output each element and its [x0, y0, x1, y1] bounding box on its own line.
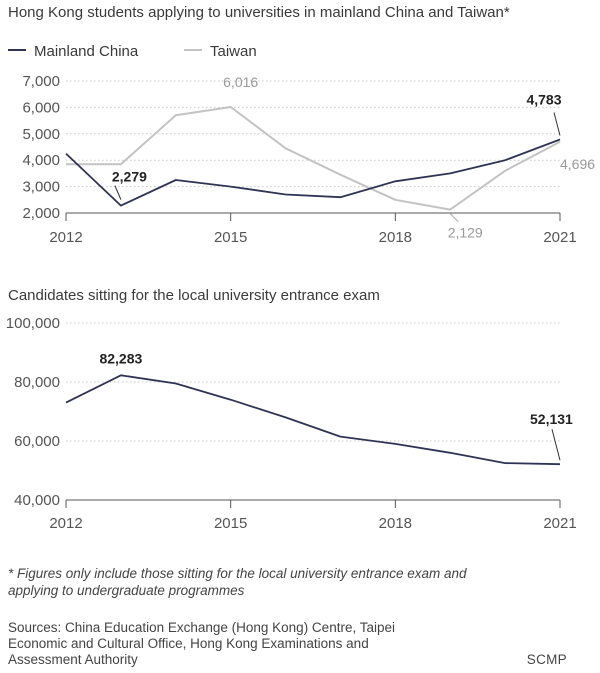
y-tick-label: 3,000 — [22, 179, 60, 196]
x-tick-label: 2015 — [214, 515, 247, 532]
annotation-leader — [553, 112, 561, 136]
chart-1-plot: 2,000 3,000 4,000 5,000 6,000 7,000 2012 2015 20… — [22, 73, 595, 246]
data-label: 82,283 — [99, 350, 142, 366]
legend-swatch-mainland — [8, 49, 26, 52]
chart-2-title: Candidates sitting for the local univers… — [8, 287, 380, 304]
annotation-leader — [449, 213, 459, 222]
y-tick-label: 5,000 — [22, 126, 60, 143]
y-tick-label: 100,000 — [6, 315, 60, 332]
data-label: 4,783 — [526, 92, 561, 108]
x-tick-label: 2012 — [49, 515, 82, 532]
y-tick-label: 60,000 — [14, 433, 60, 450]
data-label: 2,129 — [448, 225, 483, 241]
x-tick-label: 2012 — [49, 229, 82, 246]
sources: Sources: China Education Exchange (Hong … — [8, 620, 395, 667]
y-tick-label: 40,000 — [14, 492, 60, 509]
y-tick-label: 2,000 — [22, 205, 60, 222]
series-line-primary — [65, 374, 561, 466]
data-label: 6,016 — [223, 74, 258, 90]
legend-label-mainland: Mainland China — [34, 43, 139, 60]
brand-credit: SCMP — [526, 652, 567, 667]
legend-swatch-taiwan — [184, 49, 202, 52]
x-tick-label: 2021 — [543, 229, 576, 246]
y-tick-label: 80,000 — [14, 374, 60, 391]
legend-item-taiwan: Taiwan — [184, 43, 257, 60]
annotation-leader — [114, 185, 122, 200]
data-label: 2,279 — [112, 169, 147, 185]
y-tick-label: 4,000 — [22, 152, 60, 169]
x-tick-label: 2021 — [543, 515, 576, 532]
x-tick-label: 2015 — [214, 229, 247, 246]
chart-2-plot: 40,000 60,000 80,000 100,000 2012 2015 2018 202… — [6, 315, 577, 532]
legend-label-taiwan: Taiwan — [210, 43, 257, 60]
data-label: 52,131 — [530, 411, 573, 427]
data-label: 4,696 — [560, 156, 595, 172]
y-tick-label: 7,000 — [22, 73, 60, 90]
chart-1-title: Hong Kong students applying to universit… — [8, 4, 510, 21]
series-line-primary — [65, 138, 561, 207]
legend-item-mainland: Mainland China — [8, 43, 138, 60]
annotation-leader — [551, 429, 561, 461]
x-tick-label: 2018 — [379, 229, 412, 246]
footnote: * Figures only include those sitting for… — [8, 566, 467, 598]
series-line-secondary — [66, 106, 561, 211]
x-tick-label: 2018 — [379, 515, 412, 532]
y-tick-label: 6,000 — [22, 99, 60, 116]
